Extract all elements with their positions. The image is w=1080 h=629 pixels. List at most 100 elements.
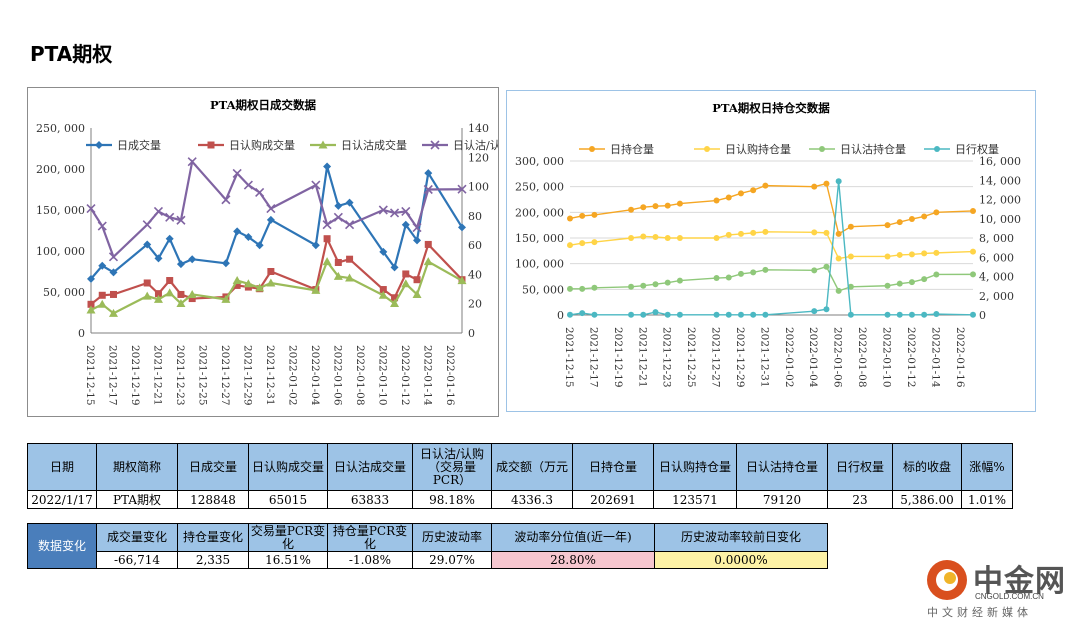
data-point bbox=[567, 311, 573, 318]
cell-option-name: PTA期权 bbox=[96, 490, 178, 509]
data-point bbox=[98, 291, 106, 299]
data-point bbox=[896, 280, 903, 287]
header-underlying-close: 标的收盘 bbox=[892, 443, 962, 491]
legend-entry-3: 日认沽/认购 bbox=[422, 138, 512, 152]
data-point-b bbox=[423, 184, 433, 195]
series-3 bbox=[567, 178, 976, 318]
data-point bbox=[750, 269, 757, 276]
data-point bbox=[884, 282, 891, 289]
x-tick-label: 2022-01-16 bbox=[954, 327, 966, 388]
data-point bbox=[413, 276, 421, 284]
data-point bbox=[664, 311, 671, 318]
data-point-b bbox=[232, 168, 242, 178]
side-label: 数据变化 bbox=[27, 523, 97, 569]
legend-marker bbox=[589, 146, 595, 152]
data-point bbox=[762, 311, 769, 318]
data-point bbox=[401, 206, 411, 217]
data-point bbox=[323, 162, 332, 171]
series-2 bbox=[567, 263, 976, 294]
cngold-logo: 中金网 CNGOLD.COM.CN 中文财经新媒体 bbox=[925, 556, 1075, 622]
data-point bbox=[737, 190, 744, 197]
chart-title: PTA期权日持仓交数据 bbox=[712, 101, 830, 115]
data-point bbox=[652, 203, 659, 210]
data-point bbox=[311, 180, 321, 190]
data-point-b bbox=[311, 180, 321, 190]
data-point bbox=[266, 215, 275, 224]
cell-open-interest: 202691 bbox=[572, 490, 654, 509]
data-point bbox=[847, 283, 854, 290]
y2-tick-label: 60 bbox=[468, 239, 482, 252]
series-0 bbox=[567, 180, 976, 237]
y-tick-label: 250, 000 bbox=[515, 181, 564, 194]
y2-tick-label: 8, 000 bbox=[979, 232, 1014, 245]
y2-tick-label: 120 bbox=[468, 151, 489, 164]
daily-open-interest-chart-svg: PTA期权日持仓交数据 0 50, 000 100, 000 150, 000 200, … bbox=[515, 101, 1021, 388]
data-point bbox=[244, 233, 253, 242]
data-point bbox=[424, 169, 433, 178]
y2-tick-label: 4, 000 bbox=[979, 271, 1014, 284]
logo-name: 中金网 bbox=[973, 564, 1066, 599]
y-tick-label: 150, 000 bbox=[36, 204, 85, 217]
data-point bbox=[921, 311, 928, 318]
data-point bbox=[87, 300, 95, 308]
header-hist-vol-change: 历史波动率较前日变化 bbox=[654, 523, 828, 552]
header-hist-vol: 历史波动率 bbox=[412, 523, 492, 552]
data-point bbox=[591, 311, 598, 318]
data-point bbox=[725, 311, 732, 318]
x-tick-label: 2021-12-21 bbox=[151, 345, 163, 406]
data-point bbox=[412, 289, 422, 298]
y-tick-label: 300, 000 bbox=[515, 155, 564, 168]
data-point bbox=[970, 207, 976, 214]
data-point bbox=[579, 285, 586, 292]
cell-turnover: 4336.3 bbox=[491, 490, 573, 509]
data-point bbox=[835, 230, 842, 237]
data-point bbox=[725, 274, 732, 281]
cell-call-oi: 123571 bbox=[653, 490, 737, 509]
legend-marker bbox=[819, 146, 825, 152]
data-point bbox=[567, 215, 573, 222]
x-tick-label: 2022-01-08 bbox=[856, 327, 868, 388]
header-put-volume: 日认沽成交量 bbox=[327, 443, 413, 491]
data-point-b bbox=[412, 223, 422, 233]
data-point bbox=[896, 219, 903, 226]
data-point bbox=[823, 229, 830, 236]
legend-entry-2: 日认沽成交量 bbox=[310, 138, 407, 152]
x-tick-label: 2021-12-31 bbox=[758, 327, 770, 388]
logo-tagline: 中文财经新媒体 bbox=[927, 606, 1032, 619]
data-point bbox=[97, 299, 107, 308]
data-point bbox=[640, 204, 647, 211]
data-point bbox=[664, 235, 671, 241]
data-point bbox=[628, 311, 635, 318]
x-tick-label: 2022-01-10 bbox=[376, 345, 388, 406]
x-tick-label: 2022-01-04 bbox=[309, 345, 321, 406]
legend-label: 日认沽持仓量 bbox=[840, 142, 906, 156]
data-point bbox=[762, 228, 769, 235]
data-point bbox=[379, 247, 388, 256]
legend-marker bbox=[207, 141, 215, 149]
data-point bbox=[579, 212, 586, 219]
data-point-b bbox=[457, 184, 467, 194]
y2-tick-label: 0 bbox=[468, 327, 475, 340]
data-point bbox=[896, 311, 903, 318]
data-point bbox=[378, 205, 388, 215]
data-point bbox=[401, 279, 411, 288]
data-point bbox=[86, 305, 96, 314]
data-point bbox=[676, 235, 683, 241]
data-point bbox=[457, 276, 467, 285]
header-volume: 日成交量 bbox=[177, 443, 249, 491]
data-point bbox=[153, 206, 164, 217]
data-point bbox=[143, 240, 152, 249]
x-tick-label: 2021-12-29 bbox=[734, 327, 746, 388]
data-point bbox=[221, 259, 230, 268]
header-oi-change: 持仓量变化 bbox=[177, 523, 249, 552]
x-tick-label: 2021-12-17 bbox=[587, 327, 599, 388]
data-point bbox=[98, 261, 107, 270]
data-point bbox=[933, 271, 940, 278]
data-point bbox=[165, 288, 175, 297]
y2-tick-label: 10, 000 bbox=[979, 213, 1021, 226]
data-point bbox=[921, 213, 928, 220]
cell-hist-vol: 29.07% bbox=[412, 551, 492, 569]
cell-change-pct: 1.01% bbox=[961, 490, 1013, 509]
header-option-name: 期权简称 bbox=[96, 443, 178, 491]
y-tick-label: 0 bbox=[78, 327, 85, 340]
